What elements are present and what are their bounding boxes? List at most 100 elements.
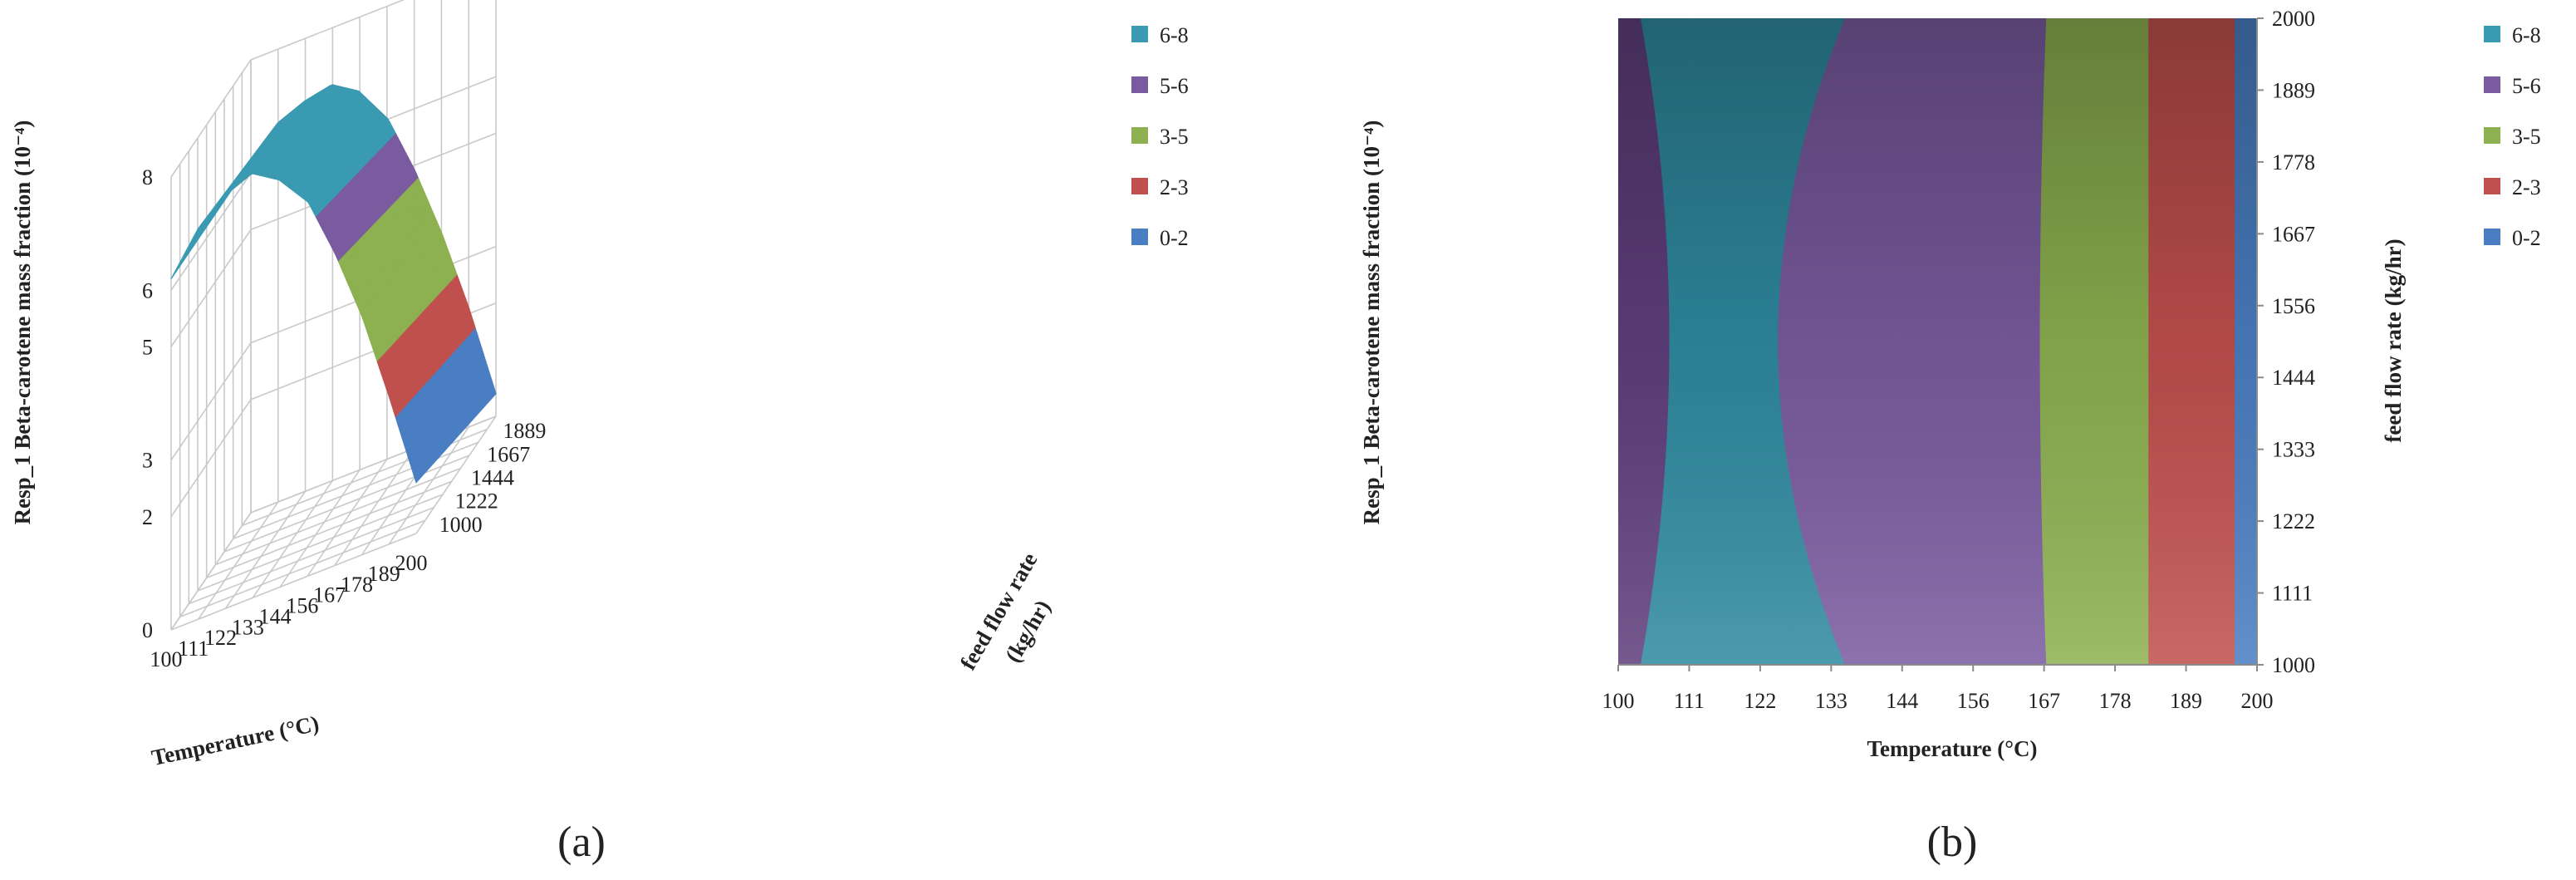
back-wall-gridline	[250, 0, 405, 61]
x-tick-label: 156	[286, 594, 318, 618]
x-tick-label: 122	[1744, 689, 1776, 713]
side-wall-gridline	[170, 59, 252, 178]
legend-swatch	[2484, 76, 2500, 93]
legend-swatch	[1131, 26, 1148, 42]
x-tick-label: 178	[2099, 689, 2132, 713]
legend-label: 5-6	[1160, 74, 1189, 98]
floor-gridline	[206, 480, 452, 579]
legend-swatch	[1131, 178, 1148, 194]
x-tick-label: 167	[313, 583, 346, 607]
x-tick-label: 133	[232, 615, 264, 639]
legend-label: 3-5	[2512, 125, 2541, 149]
x-tick-label: 200	[2241, 689, 2274, 713]
surface-band	[413, 386, 497, 484]
floor-gridline	[415, 415, 497, 534]
contour-plot-area	[1618, 18, 2258, 666]
legend: 6-8 5-6 3-5 2-3 0-2	[1131, 23, 1189, 250]
x-tick-label: 111	[1674, 689, 1705, 713]
x-tick-label: 156	[1957, 689, 1990, 713]
y-tick-label: 1889	[2272, 78, 2315, 102]
legend-label: 5-6	[2512, 74, 2541, 98]
floor-gridline	[189, 506, 434, 605]
y-tick-label: 1000	[2272, 653, 2315, 677]
x-tick-label: 100	[150, 647, 183, 671]
legend-swatch	[1131, 76, 1148, 93]
y-axis-title: feed flow rate (kg/hr)	[2381, 238, 2406, 442]
floor-gridline	[198, 501, 279, 620]
y-tick-label: 1778	[2272, 150, 2315, 175]
x-tick-label: 144	[259, 604, 292, 628]
x-tick-label: 189	[368, 562, 400, 586]
y-tick-label: 1000	[439, 513, 483, 537]
z-tick-label: 2	[142, 505, 153, 529]
legend-label: 3-5	[1160, 125, 1189, 149]
legend-swatch	[1131, 229, 1148, 245]
side-wall-gridline	[170, 399, 252, 518]
floor-gridline	[388, 426, 469, 545]
contour-shading	[1618, 18, 2257, 665]
legend-swatch	[1131, 127, 1148, 144]
legend-label: 2-3	[2512, 175, 2541, 199]
x-tick-label: 122	[204, 626, 237, 650]
x-axis-title: Temperature (°C)	[150, 710, 321, 770]
legend-label: 6-8	[2512, 23, 2541, 47]
legend-swatch	[2484, 127, 2500, 144]
y-tick-label: 1444	[471, 466, 514, 490]
side-wall-gridline	[170, 229, 252, 347]
x-axis-title: Temperature (°C)	[1867, 736, 2037, 761]
axis-ticks: 100 111 122 133 144 156 167 178 189 200 1000 1111 12…	[1602, 7, 2316, 713]
y-tick-label: 1667	[487, 442, 530, 466]
y-tick-label: 1222	[455, 489, 498, 514]
floor-gridline	[170, 512, 252, 631]
y-tick-label: 1889	[503, 419, 546, 443]
y-tick-label: 2000	[2272, 7, 2315, 31]
y-tick-label: 1444	[2272, 366, 2315, 390]
x-tick-label: 167	[2028, 689, 2060, 713]
z-tick-label: 3	[142, 449, 153, 473]
x-tick-label: 133	[1815, 689, 1847, 713]
floor-gridline	[223, 455, 470, 553]
z-tick-label: 6	[142, 278, 153, 302]
legend-label: 6-8	[1160, 23, 1189, 47]
side-wall-gridline	[170, 342, 252, 461]
y-tick-label: 1111	[2272, 582, 2313, 606]
x-tick-label: 178	[341, 573, 373, 597]
z-tick-label: 5	[142, 335, 153, 359]
y-tick-label: 1222	[2272, 509, 2315, 533]
floor-gridline	[224, 490, 307, 609]
contour-chart-panel: 100 111 122 133 144 156 167 178 189 200 1000 1111 12…	[1359, 7, 2541, 866]
x-tick-label: 100	[1602, 689, 1635, 713]
legend-swatch	[2484, 178, 2500, 194]
legend-swatch	[2484, 229, 2500, 245]
surface	[170, 83, 497, 484]
floor-gridline	[307, 459, 388, 578]
z-tick-label: 0	[142, 618, 153, 642]
floor-gridline	[252, 479, 333, 598]
floor-gridline	[197, 494, 444, 592]
floor-gridline	[179, 519, 425, 618]
legend-label: 0-2	[2512, 226, 2541, 250]
floor-gridline	[279, 469, 361, 587]
z-axis-title: Resp_1 Beta-carotene mass fraction (10⁻⁴…	[1359, 120, 1384, 525]
floor-gridline	[170, 533, 417, 631]
y-tick-label: 1556	[2272, 294, 2315, 318]
panel-label: (a)	[557, 819, 606, 866]
panel-label: (b)	[1927, 819, 1978, 866]
x-tick-label: 144	[1886, 689, 1918, 713]
legend-swatch	[2484, 26, 2500, 42]
legend: 6-8 5-6 3-5 2-3 0-2	[2484, 23, 2541, 250]
floor-gridline	[334, 448, 415, 567]
legend-label: 2-3	[1160, 175, 1189, 199]
floor-gridline	[215, 467, 461, 566]
side-wall-gridline	[170, 172, 252, 291]
x-tick-label: 200	[395, 551, 428, 575]
z-axis-title: Resp_1 Beta-carotene mass fraction (10⁻⁴…	[10, 120, 35, 525]
y-tick-label: 1333	[2272, 438, 2315, 462]
legend-label: 0-2	[1160, 226, 1189, 250]
x-tick-label: 189	[2170, 689, 2202, 713]
y-tick-label: 1667	[2272, 222, 2315, 246]
z-tick-label: 8	[142, 165, 153, 189]
